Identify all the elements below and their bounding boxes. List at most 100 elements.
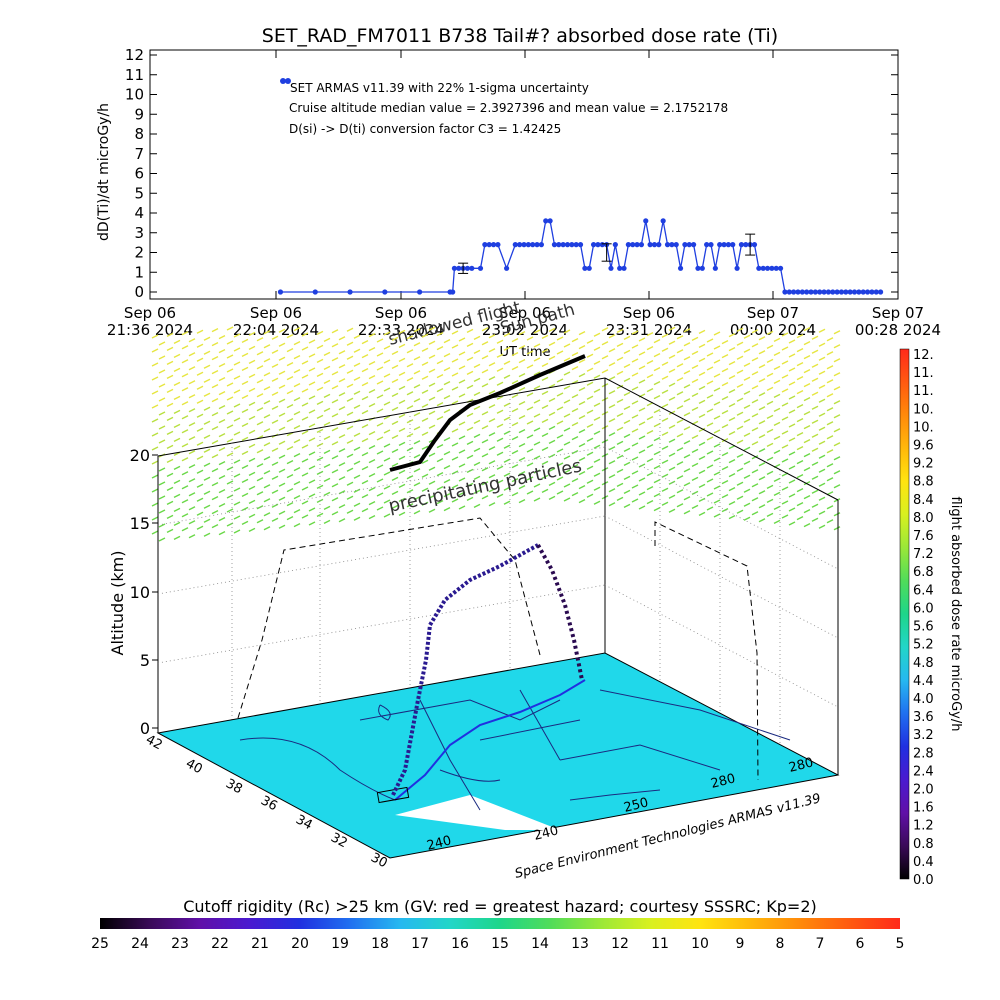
particle-dash (811, 475, 819, 480)
particle-dash (233, 445, 241, 450)
particle-dash (698, 413, 706, 419)
particle-dash (376, 338, 384, 343)
data-point (721, 242, 727, 248)
data-point (708, 242, 714, 248)
particle-dash (293, 480, 301, 486)
particle-dash (668, 354, 676, 359)
particle-dash (541, 432, 549, 438)
particle-dash (241, 506, 249, 512)
particle-dash (578, 442, 586, 448)
cutoff-rigidity-colorbar: Cutoff rigidity (Rc) >25 km (GV: red = g… (91, 897, 904, 952)
particle-dash (203, 462, 211, 467)
particle-dash (241, 408, 249, 414)
particle-dash (286, 473, 294, 479)
particle-dash (413, 356, 421, 361)
particle-dash (413, 454, 421, 459)
particle-dash (188, 380, 196, 385)
particle-dash (421, 333, 429, 338)
particle-dash (376, 366, 384, 371)
particle-dash (241, 450, 249, 456)
particle-dash (166, 444, 174, 450)
particle-dash (331, 329, 339, 334)
particle-dash (758, 364, 766, 369)
particle-dash (518, 428, 526, 434)
data-point (450, 289, 456, 295)
particle-dash (616, 398, 624, 404)
particle-dash (443, 464, 451, 470)
particle-dash (301, 472, 309, 477)
particle-dash (743, 432, 751, 437)
particle-dash (511, 365, 519, 371)
cutoff-rigidity-tick-label: 16 (451, 936, 469, 952)
particle-dash (218, 404, 226, 410)
particle-dash (721, 353, 729, 359)
particle-dash (166, 388, 174, 394)
x-tick-label-date: Sep 06 (124, 304, 176, 322)
particle-dash (263, 414, 271, 419)
particle-dash (376, 492, 384, 497)
particle-dash (368, 388, 376, 394)
particle-dash (271, 419, 279, 424)
particle-dash (818, 524, 826, 529)
particle-dash (526, 336, 534, 341)
particle-dash (631, 442, 639, 447)
particle-dash (413, 426, 421, 431)
data-point (695, 265, 701, 271)
particle-dash (593, 388, 601, 393)
particle-dash (503, 346, 511, 351)
particle-dash (788, 353, 796, 358)
data-point (847, 289, 853, 295)
particle-dash (713, 387, 721, 392)
particle-dash (338, 434, 346, 439)
particle-dash (563, 483, 571, 488)
particle-dash (196, 357, 204, 362)
x-tick-label-time: 00:00 2024 (730, 321, 816, 339)
particle-dash (436, 401, 444, 407)
particle-dash (691, 392, 699, 398)
particle-dash (676, 447, 684, 452)
particle-dash (676, 475, 684, 480)
particle-dash (361, 367, 369, 373)
cutoff-rigidity-tick-label: 24 (131, 936, 149, 952)
particle-dash (706, 478, 714, 483)
particle-dash (728, 514, 736, 520)
particle-dash (271, 405, 279, 410)
legend-marker (280, 78, 286, 84)
particle-dash (466, 482, 474, 488)
particle-dash (233, 333, 241, 338)
particle-dash (608, 348, 616, 353)
particle-dash (616, 412, 624, 418)
particle-dash (218, 474, 226, 480)
particle-dash (406, 419, 414, 424)
particle-dash (788, 521, 796, 526)
particle-dash (503, 458, 511, 463)
particle-dash (158, 397, 166, 402)
particle-dash (803, 354, 811, 360)
particle-dash (428, 424, 436, 429)
data-point (699, 265, 705, 271)
particle-dash (601, 355, 609, 360)
particle-dash (361, 493, 369, 499)
particle-dash (631, 428, 639, 433)
x-tick-label-time: 23:02 2024 (482, 321, 568, 339)
particle-dash (698, 497, 706, 503)
particle-dash (766, 414, 774, 420)
particle-dash (331, 385, 339, 390)
particle-dash (623, 461, 631, 467)
particle-dash (226, 382, 234, 387)
dose-rate-tick-label: 2.4 (913, 764, 934, 779)
particle-dash (188, 478, 196, 483)
particle-dash (233, 389, 241, 394)
particle-dash (196, 413, 204, 418)
longitude-axis-ticks: 240 240 250 280 280 (425, 755, 815, 854)
particle-dash (593, 430, 601, 435)
latitude-tick-label: 40 (183, 756, 205, 777)
particle-dash (256, 449, 264, 454)
particle-dash (196, 525, 204, 530)
particle-dash (316, 358, 324, 364)
particle-dash (421, 431, 429, 436)
particle-dash (638, 505, 646, 510)
particle-dash (278, 412, 286, 417)
particle-dash (218, 516, 226, 522)
